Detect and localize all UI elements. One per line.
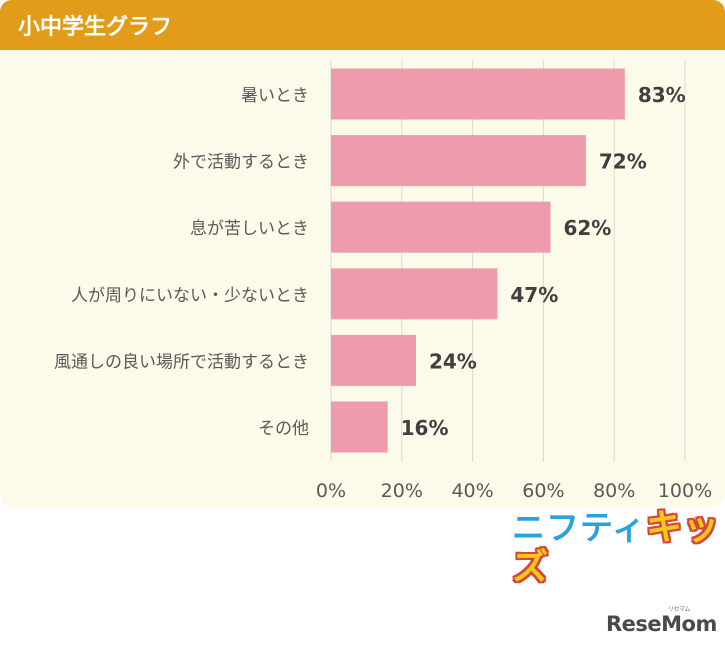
- resemom-logo-kana: リセマム: [668, 606, 691, 613]
- chart-title: 小中学生グラフ: [18, 15, 173, 40]
- category-label: 人が周りにいない・少ないとき: [71, 286, 309, 306]
- data-label: 83%: [638, 83, 686, 107]
- category-label: その他: [258, 419, 309, 439]
- kids-logo-text: キッズ: [512, 507, 721, 588]
- category-label: 暑いとき: [241, 86, 309, 106]
- bar: [331, 201, 551, 253]
- x-tick-label: 40%: [451, 480, 493, 502]
- data-label: 62%: [563, 216, 611, 240]
- category-label: 風通しの良い場所で活動するとき: [54, 352, 309, 372]
- category-label: 外で活動するとき: [173, 153, 309, 173]
- data-label: 24%: [429, 349, 477, 373]
- bar: [331, 268, 498, 320]
- x-tick-label: 100%: [658, 480, 712, 502]
- nifty-logo-text: ニフティ: [512, 508, 647, 547]
- data-label: 72%: [599, 150, 647, 174]
- x-tick-label: 20%: [381, 480, 423, 502]
- data-label: 16%: [401, 416, 449, 440]
- bar: [331, 135, 586, 187]
- chart-header: 小中学生グラフ: [0, 0, 725, 50]
- resemom-logo-text: ReseMom: [606, 612, 717, 636]
- resemom-logo: ReseMom リセマム: [606, 606, 717, 636]
- bar: [331, 401, 388, 453]
- x-tick-label: 60%: [522, 480, 564, 502]
- bar: [331, 334, 416, 386]
- bar: [331, 68, 625, 120]
- nifty-kids-logo: ニフティキッズ: [512, 508, 725, 588]
- x-tick-label: 0%: [316, 480, 346, 502]
- category-label: 息が苦しいとき: [190, 219, 309, 239]
- data-label: 47%: [510, 283, 558, 307]
- x-tick-label: 80%: [593, 480, 635, 502]
